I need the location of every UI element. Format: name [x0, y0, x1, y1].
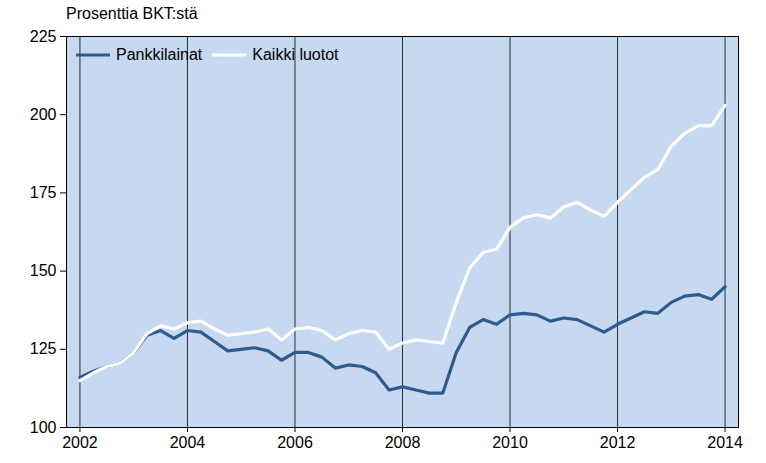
- svg-text:100: 100: [30, 419, 57, 436]
- html-text:Prosenttia BKT:stä: Prosenttia BKT:stä: [66, 5, 198, 22]
- svg-text:2008: 2008: [385, 434, 421, 451]
- html-text:Pankkilainat: Pankkilainat: [116, 46, 203, 63]
- svg-text:2012: 2012: [600, 434, 636, 451]
- svg-text:2004: 2004: [170, 434, 206, 451]
- svg-text:150: 150: [30, 262, 57, 279]
- svg-text:200: 200: [30, 106, 57, 123]
- svg-text:175: 175: [30, 184, 57, 201]
- svg-text:2006: 2006: [277, 434, 313, 451]
- svg-text:2014: 2014: [707, 434, 743, 451]
- svg-text:2010: 2010: [492, 434, 528, 451]
- svg-text:2002: 2002: [62, 434, 98, 451]
- html-text:Kaikki luotot: Kaikki luotot: [252, 46, 339, 63]
- svg-text:225: 225: [30, 28, 57, 45]
- svg-text:125: 125: [30, 340, 57, 357]
